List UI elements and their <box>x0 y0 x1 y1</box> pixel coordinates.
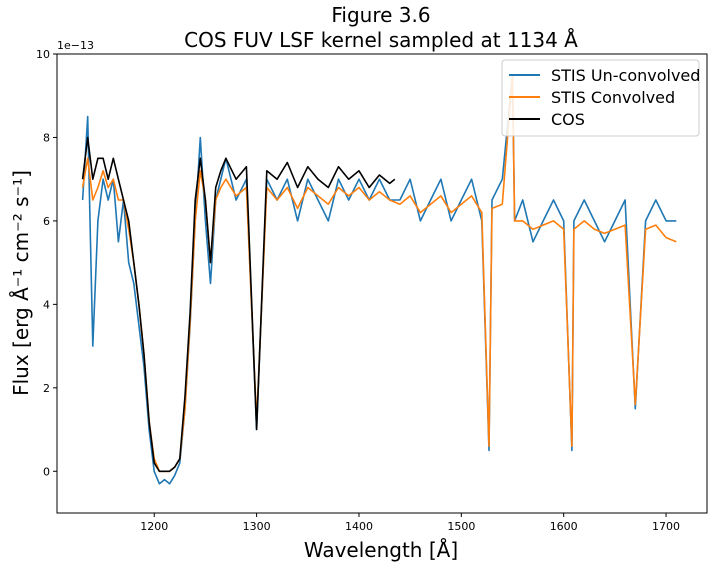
y-tick-label: 10 <box>36 48 50 61</box>
y-axis: 0 2 4 6 8 10 <box>36 48 57 478</box>
chart-subtitle: COS FUV LSF kernel sampled at 1134 Å <box>184 28 578 52</box>
y-tick-label: 8 <box>43 131 50 144</box>
x-tick-label: 1400 <box>345 520 373 533</box>
legend: STIS Un-convolved STIS Convolved COS <box>501 59 700 137</box>
legend-label: COS <box>551 110 585 129</box>
legend-label: STIS Un-convolved <box>551 66 700 85</box>
x-axis: 1200 1300 1400 1500 1600 1700 <box>140 513 680 533</box>
x-axis-label: Wavelength [Å] <box>304 538 458 562</box>
y-tick-label: 2 <box>43 382 50 395</box>
y-tick-label: 0 <box>43 465 50 478</box>
axes-frame <box>56 53 708 514</box>
y-tick-label: 4 <box>43 298 50 311</box>
series-line-cos <box>81 136 396 473</box>
x-tick-label: 1200 <box>140 520 168 533</box>
y-multiplier-label: 1e−13 <box>57 39 94 52</box>
chart-title: Figure 3.6 <box>331 3 430 27</box>
x-tick-label: 1700 <box>652 520 680 533</box>
x-tick-label: 1600 <box>550 520 578 533</box>
legend-box <box>501 59 700 137</box>
x-tick-label: 1500 <box>447 520 475 533</box>
x-tick-label: 1300 <box>243 520 271 533</box>
legend-label: STIS Convolved <box>551 88 675 107</box>
y-tick-label: 6 <box>43 215 50 228</box>
y-axis-label: Flux [erg Å⁻¹ cm⁻² s⁻¹] <box>9 170 33 396</box>
plot-area <box>81 74 677 485</box>
